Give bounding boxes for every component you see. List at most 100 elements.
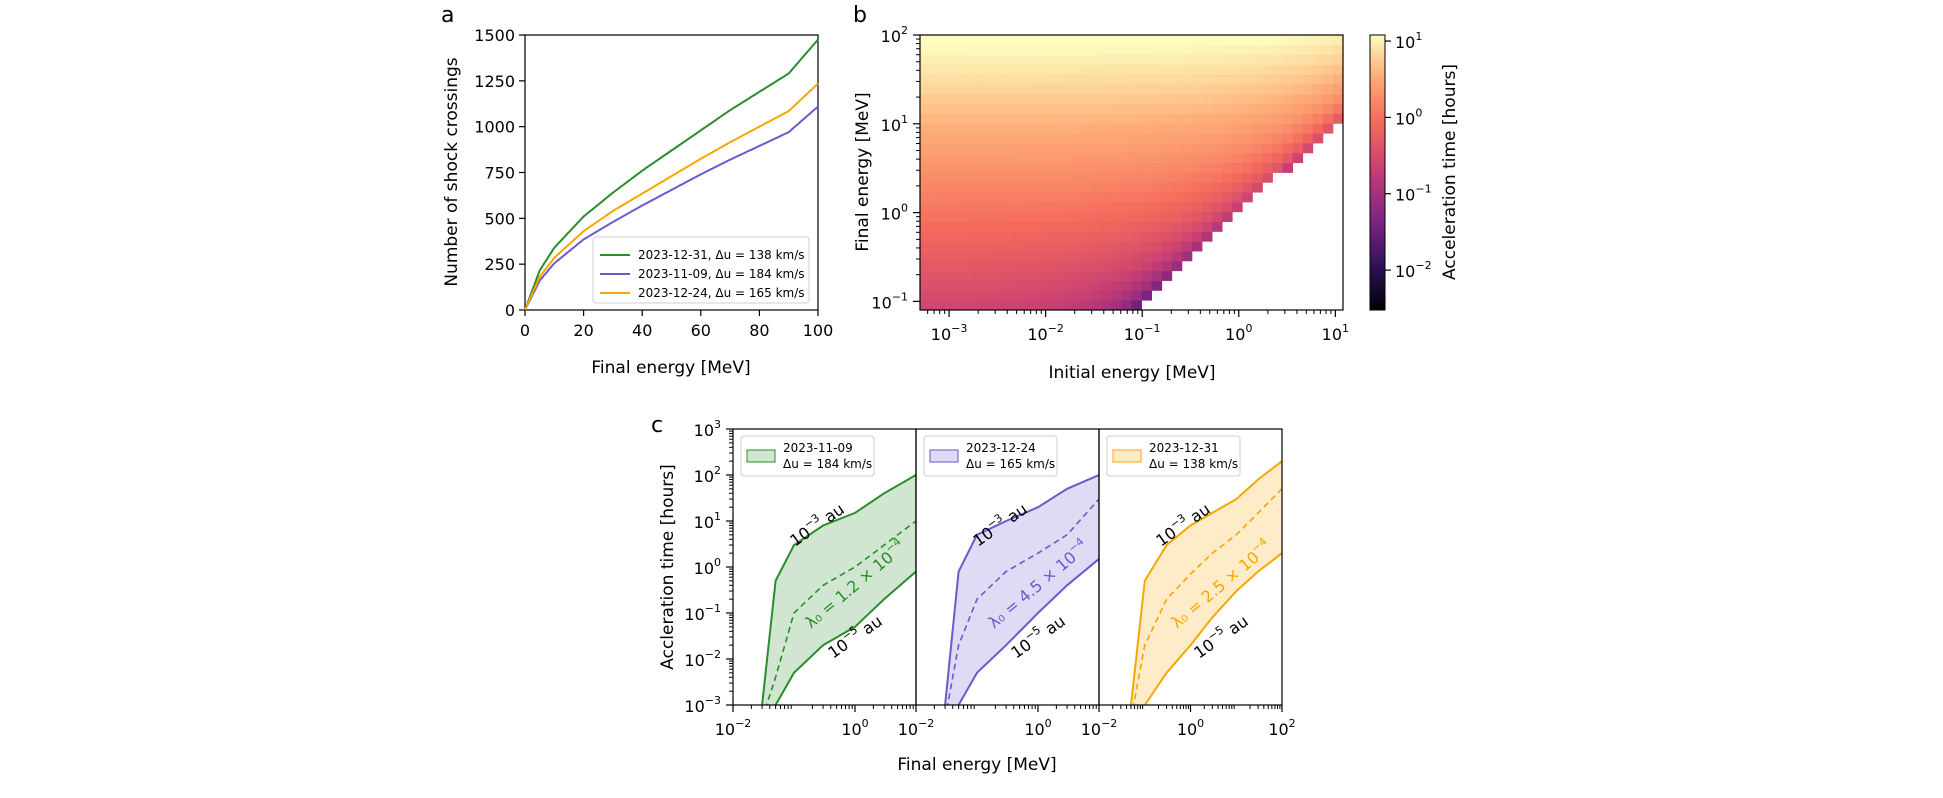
- panel-b-heatmap-cell: [920, 251, 931, 262]
- panel-b-heatmap-cell: [1111, 280, 1122, 291]
- panel-b-heatmap-cell: [1091, 35, 1102, 46]
- panel-b-heatmap-cell: [1252, 44, 1263, 56]
- panel-b-heatmap-cell: [1010, 74, 1022, 85]
- panel-b-heatmap-cell: [1091, 231, 1102, 242]
- panel-b-heatmap-cell: [960, 300, 971, 311]
- panel-b-heatmap-cell: [1071, 84, 1082, 95]
- panel-b-heatmap-cell: [950, 44, 961, 56]
- panel-b-x-tick-label-exp: 1: [1342, 322, 1349, 335]
- panel-b-heatmap-cell: [990, 35, 1001, 46]
- panel-b-heatmap-cell: [1040, 270, 1052, 281]
- panel-b-heatmap-cell: [1262, 162, 1273, 173]
- panel-b-heatmap-cell: [1101, 162, 1112, 173]
- panel-b-heatmap-cell: [1292, 44, 1304, 56]
- panel-b-heatmap-cell: [1252, 64, 1263, 75]
- panel-b-heatmap-cell: [940, 54, 951, 65]
- panel-b-heatmap-cell: [1111, 251, 1122, 262]
- panel-b-heatmap-cell: [1282, 133, 1294, 144]
- panel-b-heatmap-cell: [1222, 64, 1233, 75]
- panel-b-heatmap-cell: [950, 241, 961, 252]
- panel-b-heatmap-cell: [1091, 123, 1102, 134]
- panel-b-heatmap-cell: [1030, 280, 1042, 291]
- panel-b-heatmap-cell: [1111, 113, 1122, 124]
- panel-b-heatmap-cell: [960, 201, 971, 213]
- panel-b-heatmap-cell: [1212, 201, 1223, 213]
- panel-b-heatmap-cell: [1050, 84, 1062, 95]
- panel-b-heatmap-cell: [990, 123, 1001, 134]
- panel-b-heatmap-cell: [1171, 241, 1183, 252]
- panel-b-heatmap-cell: [940, 300, 951, 311]
- panel-b-heatmap-cell: [930, 182, 941, 193]
- panel-b-heatmap-cell: [1191, 74, 1203, 85]
- panel-b-heatmap-cell: [920, 300, 931, 311]
- panel-b-heatmap-cell: [990, 84, 1001, 95]
- panel-b-heatmap-cell: [1202, 93, 1213, 105]
- panel-b-heatmap-cell: [950, 103, 961, 114]
- panel-a-shock-crossings-chart: a 0 20 40 60 80 100 0 250 500 750 1000 1250 1500 Fi…: [441, 3, 833, 378]
- panel-a-legend-label: 2023-12-31, Δu = 138 km/s: [638, 248, 805, 262]
- panel-b-heatmap-cell: [1322, 84, 1334, 95]
- panel-b-heatmap-cell: [1081, 241, 1092, 252]
- panel-b-heatmap-cell: [1302, 44, 1314, 56]
- panel-b-heatmap-cell: [1081, 133, 1092, 144]
- panel-b-heatmap-cell: [1151, 35, 1163, 46]
- panel-b-heatmap-cell: [1181, 192, 1193, 203]
- panel-b-heatmap-cell: [1081, 35, 1092, 46]
- panel-b-heatmap-cell: [1121, 172, 1132, 183]
- panel-b-heatmap-cell: [980, 211, 991, 223]
- panel-b-heatmap-cell: [1191, 84, 1203, 95]
- panel-b-heatmap-cell: [1071, 74, 1082, 85]
- panel-b-heatmap-cell: [980, 241, 991, 252]
- panel-b-heatmap-cell: [1212, 221, 1223, 232]
- panel-b-colorbar-tick-label: 10−2: [1395, 259, 1432, 281]
- panel-b-x-ticks: 10−3 10−2 10−1 100 101: [927, 310, 1349, 344]
- panel-b-heatmap-cell: [920, 270, 931, 281]
- panel-b-heatmap-cell: [980, 260, 991, 272]
- panel-b-heatmap-cell: [1091, 211, 1102, 223]
- panel-b-heatmap-cell: [1222, 103, 1233, 114]
- panel-b-heatmap-cell: [1131, 270, 1142, 281]
- panel-b-heatmap-cell: [1101, 64, 1112, 75]
- panel-b-heatmap-cell: [1222, 152, 1233, 164]
- panel-b-heatmap-cell: [1141, 162, 1153, 173]
- panel-b-heatmap-cell: [970, 172, 981, 183]
- panel-b-heatmap-cell: [930, 123, 941, 134]
- panel-b-heatmap-cell: [1050, 300, 1062, 311]
- panel-b-heatmap-cell: [1050, 74, 1062, 85]
- panel-b-heatmap-cell: [940, 201, 951, 213]
- panel-b-heatmap-cell: [960, 44, 971, 56]
- panel-b-heatmap-cell: [1181, 231, 1193, 242]
- panel-b-heatmap-cell: [950, 260, 961, 272]
- panel-b-heatmap-cell: [1040, 241, 1052, 252]
- panel-b-heatmap-cell: [1000, 123, 1012, 134]
- panel-b-heatmap-cell: [1302, 84, 1314, 95]
- panel-b-heatmap-cell: [1322, 64, 1334, 75]
- panel-b-heatmap-cell: [1262, 113, 1273, 124]
- panel-b-heatmap-cell: [1040, 143, 1052, 154]
- panel-b-y-tick-label: 100: [881, 202, 908, 224]
- panel-b-heatmap-cell: [1101, 74, 1112, 85]
- panel-b-heatmap-cell: [1040, 280, 1052, 291]
- panel-b-heatmap-cell: [1000, 280, 1012, 291]
- panel-b-heatmap-cell: [1030, 201, 1042, 213]
- panel-b-heatmap-cell: [1232, 162, 1243, 173]
- panel-b-heatmap-cell: [1222, 44, 1233, 56]
- panel-b-heatmap-cell: [1131, 280, 1142, 291]
- panel-b-heatmap-cell: [920, 64, 931, 75]
- panel-b-heatmap-cell: [950, 231, 961, 242]
- panel-c-legend-line1: 2023-12-31: [1149, 441, 1219, 455]
- panel-b-heatmap-cell: [1101, 300, 1112, 311]
- panel-b-colorbar-tick-label: 101: [1395, 30, 1422, 52]
- panel-b-heatmap-cell: [1141, 260, 1153, 272]
- panel-b-heatmap-cell: [1202, 221, 1213, 232]
- panel-b-heatmap-cell: [1141, 201, 1153, 213]
- panel-b-heatmap-cell: [1141, 54, 1153, 65]
- panel-b-heatmap-cell: [1312, 103, 1324, 114]
- panel-b-heatmap-cell: [1020, 44, 1032, 56]
- panel-b-heatmap-cell: [1161, 172, 1173, 183]
- panel-b-heatmap-cell: [1020, 260, 1032, 272]
- panel-c-legend-line2: Δu = 165 km/s: [966, 457, 1055, 471]
- panel-b-heatmap-cell: [940, 172, 951, 183]
- panel-b-heatmap-cell: [990, 260, 1001, 272]
